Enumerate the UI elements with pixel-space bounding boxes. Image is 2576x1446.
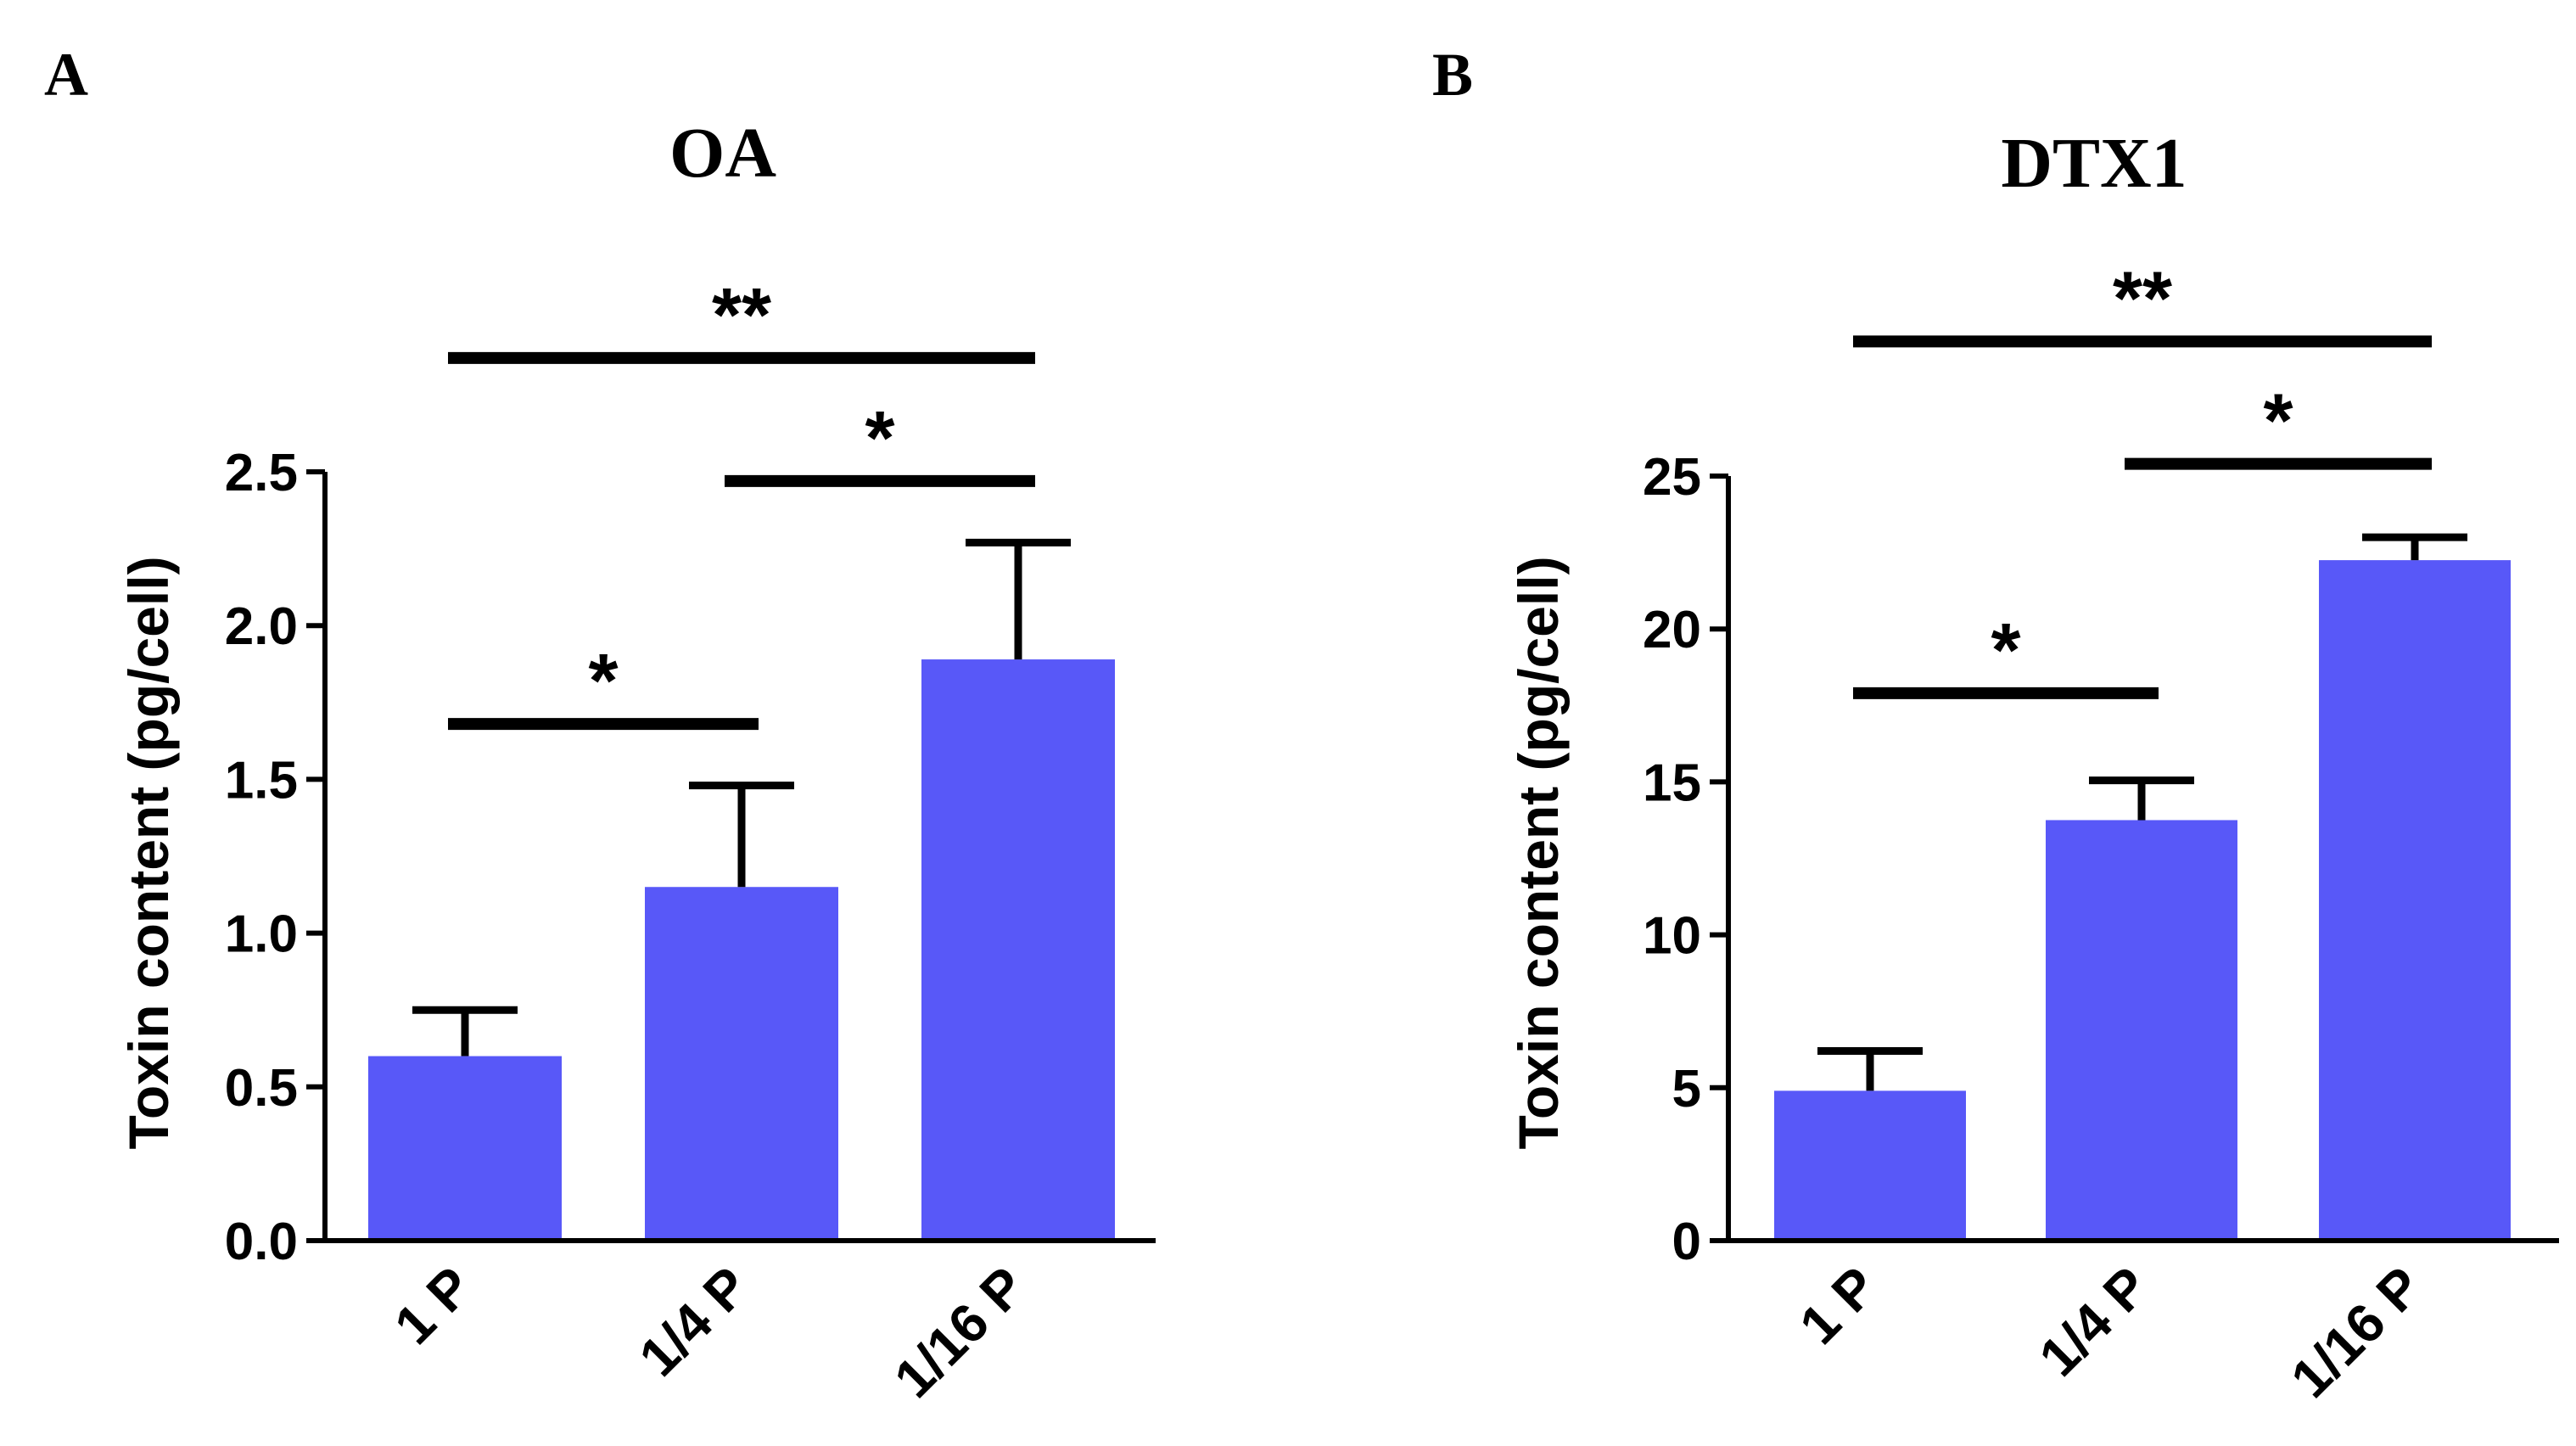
y-axis-label: Toxin content (pg/cell)	[117, 556, 180, 1149]
x-tick-label: 1/4 P	[2027, 1255, 2160, 1388]
x-tick-label: 1/16 P	[882, 1255, 1037, 1410]
panel-letter: B	[1432, 41, 1473, 109]
bar	[368, 1056, 562, 1241]
panel-b: B DTX1 Toxin content (pg/cell) 0 5 10 15 20 2…	[1432, 41, 2559, 1410]
significance-label: *	[865, 396, 894, 481]
y-tick-label: 1.5	[225, 751, 298, 810]
bar	[645, 887, 838, 1241]
y-tick-label: 0.0	[225, 1213, 298, 1271]
significance-label: **	[712, 273, 771, 358]
y-axis-label: Toxin content (pg/cell)	[1507, 556, 1570, 1149]
panel-a: A OA Toxin content (pg/cell) 0.0 0.5 1.0 1.…	[44, 41, 1156, 1410]
significance-label: *	[588, 639, 618, 724]
y-tick-label: 0.5	[225, 1059, 298, 1118]
y-tick-label: 1.0	[225, 905, 298, 964]
y-tick-label: 0	[1672, 1213, 1701, 1271]
x-tick-label: 1/4 P	[627, 1255, 760, 1388]
y-tick-label: 15	[1643, 754, 1701, 812]
y-tick-label: 2.5	[225, 444, 298, 502]
y-tick-label: 10	[1643, 907, 1701, 966]
bar	[1774, 1090, 1966, 1241]
panel-letter: A	[44, 41, 88, 109]
significance-label: **	[2113, 256, 2172, 341]
chart-title: OA	[669, 114, 776, 193]
plot-area: 0.00.51.01.52.02.51 P 1/4 P 1/16 P****	[225, 273, 1156, 1410]
y-tick-label: 25	[1643, 448, 1701, 507]
x-tick-label: 1 P	[383, 1255, 484, 1356]
bar	[2046, 820, 2237, 1241]
significance-label: *	[1991, 608, 2020, 693]
y-tick-label: 2.0	[225, 597, 298, 656]
x-tick-label: 1/16 P	[2279, 1255, 2433, 1410]
y-tick-label: 5	[1672, 1060, 1701, 1118]
chart-title: DTX1	[2001, 124, 2187, 203]
significance-label: *	[2263, 379, 2293, 464]
bar	[921, 659, 1115, 1241]
y-tick-label: 20	[1643, 601, 1701, 659]
bar	[2319, 560, 2511, 1241]
x-tick-label: 1 P	[1788, 1255, 1889, 1356]
